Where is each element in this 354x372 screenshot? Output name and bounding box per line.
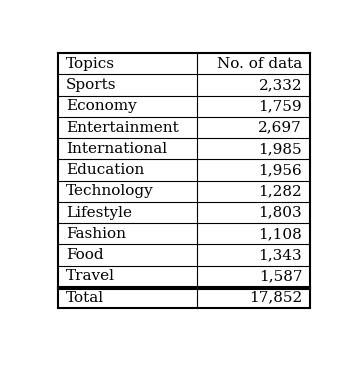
Text: 1,803: 1,803 [258,206,302,219]
Text: 1,985: 1,985 [258,142,302,156]
Text: No. of data: No. of data [217,57,302,71]
Text: 2,697: 2,697 [258,121,302,135]
Text: 1,956: 1,956 [258,163,302,177]
Text: 1,343: 1,343 [258,248,302,262]
Text: 17,852: 17,852 [249,291,302,305]
Text: Fashion: Fashion [66,227,126,241]
Text: Food: Food [66,248,104,262]
Text: 2,332: 2,332 [258,78,302,92]
Text: 1,282: 1,282 [258,184,302,198]
Text: Travel: Travel [66,269,115,283]
Text: Technology: Technology [66,184,154,198]
Text: Sports: Sports [66,78,117,92]
Text: Lifestyle: Lifestyle [66,206,132,219]
Text: Education: Education [66,163,144,177]
Text: 1,108: 1,108 [258,227,302,241]
Text: Entertainment: Entertainment [66,121,179,135]
Text: 1,587: 1,587 [259,269,302,283]
Text: Topics: Topics [66,57,115,71]
Text: Total: Total [66,291,104,305]
Text: 1,759: 1,759 [258,99,302,113]
Text: International: International [66,142,167,156]
Text: Economy: Economy [66,99,137,113]
